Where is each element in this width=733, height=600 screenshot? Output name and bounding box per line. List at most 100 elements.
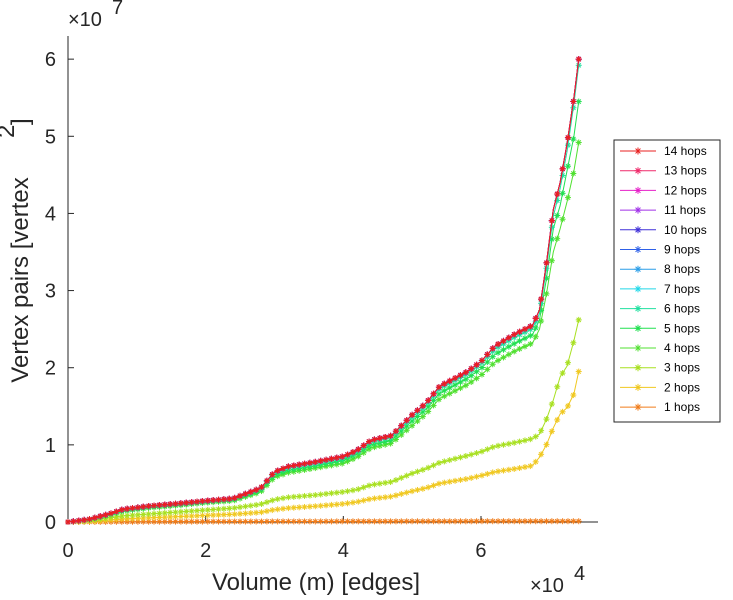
series-marker xyxy=(226,495,233,502)
series-marker xyxy=(538,296,545,303)
series-marker xyxy=(478,518,485,525)
legend-entry: 2 hops xyxy=(620,380,700,394)
series-marker xyxy=(452,375,459,382)
series-marker xyxy=(500,467,507,474)
series-marker xyxy=(108,510,115,517)
y-tick-label: 1 xyxy=(45,435,56,457)
series-12-hops xyxy=(65,56,582,525)
series-marker xyxy=(360,518,367,525)
series-marker xyxy=(237,492,244,499)
legend-entry: 11 hops xyxy=(620,203,706,217)
series-marker xyxy=(548,224,555,231)
series-marker xyxy=(554,383,561,390)
series-marker xyxy=(425,464,432,471)
series-marker xyxy=(172,509,179,516)
y-ticks: 0 1 2 3 4 5 6 xyxy=(45,49,74,534)
series-line xyxy=(67,59,580,523)
series-marker xyxy=(177,508,184,515)
series-marker xyxy=(430,402,437,409)
series-marker xyxy=(215,506,222,513)
series-marker xyxy=(452,387,459,394)
series-marker xyxy=(484,446,491,453)
series-marker xyxy=(382,494,389,501)
series-marker xyxy=(468,474,475,481)
series-marker xyxy=(452,518,459,525)
series-marker xyxy=(199,507,206,514)
series-marker xyxy=(161,518,168,525)
series-marker xyxy=(462,476,469,483)
series-marker xyxy=(435,518,442,525)
series-marker xyxy=(371,436,378,443)
legend-marker xyxy=(634,364,642,372)
series-marker xyxy=(570,136,577,143)
y-axis-label: Vertex pairs [vertex xyxy=(7,177,34,382)
series-marker xyxy=(210,518,217,525)
series-marker xyxy=(323,502,330,509)
series-marker xyxy=(253,501,260,508)
series-marker xyxy=(532,458,539,465)
series-marker xyxy=(269,518,276,525)
series-marker xyxy=(403,423,410,430)
series-marker xyxy=(511,518,518,525)
series-marker xyxy=(339,489,346,496)
series-marker xyxy=(280,518,287,525)
series-marker xyxy=(349,518,356,525)
series-marker xyxy=(237,504,244,511)
series-marker xyxy=(500,441,507,448)
series-marker xyxy=(290,462,297,469)
series-marker xyxy=(564,194,571,201)
series-4-hops xyxy=(65,139,582,525)
series-marker xyxy=(81,516,88,523)
legend-entry: 13 hops xyxy=(620,164,707,178)
series-marker xyxy=(199,498,206,505)
series-marker xyxy=(231,494,238,501)
x-exponent-power: 4 xyxy=(574,563,585,585)
series-marker xyxy=(468,365,475,372)
series-marker xyxy=(543,441,550,448)
series-marker xyxy=(527,332,534,339)
series-marker xyxy=(419,466,426,473)
series-marker xyxy=(538,518,545,525)
series-marker xyxy=(398,474,405,481)
series-marker xyxy=(360,442,367,449)
series-marker xyxy=(306,459,313,466)
series-marker xyxy=(194,498,201,505)
series-marker xyxy=(285,518,292,525)
series-marker xyxy=(516,337,523,344)
series-marker xyxy=(495,518,502,525)
series-marker xyxy=(468,379,475,386)
series-marker xyxy=(188,513,195,520)
series-marker xyxy=(425,484,432,491)
series-marker xyxy=(355,518,362,525)
x-tick-label: 6 xyxy=(475,540,486,562)
legend-entry: 4 hops xyxy=(620,341,700,355)
series-marker xyxy=(564,359,571,366)
series-marker xyxy=(543,259,550,266)
series-marker xyxy=(532,324,539,331)
series-marker xyxy=(258,509,265,516)
series-marker xyxy=(403,472,410,479)
series-marker xyxy=(435,396,442,403)
series-marker xyxy=(167,518,174,525)
series-marker xyxy=(183,513,190,520)
legend: 14 hops 13 hops 12 hops 11 hops 10 hops 9 hop… xyxy=(613,139,721,423)
series-marker xyxy=(129,505,136,512)
series-marker xyxy=(484,518,491,525)
series-marker xyxy=(323,456,330,463)
series-marker xyxy=(409,488,416,495)
legend-label: 3 hops xyxy=(664,361,700,375)
series-marker xyxy=(570,518,577,525)
series-marker xyxy=(376,518,383,525)
series-marker xyxy=(366,496,373,503)
series-marker xyxy=(387,432,394,439)
series-marker xyxy=(210,506,217,513)
legend-label: 6 hops xyxy=(664,302,700,316)
series-marker xyxy=(317,502,324,509)
series-marker xyxy=(183,508,190,515)
series-marker xyxy=(435,384,442,391)
series-marker xyxy=(220,511,227,518)
legend-label: 7 hops xyxy=(664,282,700,296)
series-marker xyxy=(559,190,566,197)
series-marker xyxy=(371,518,378,525)
series-marker xyxy=(247,488,254,495)
